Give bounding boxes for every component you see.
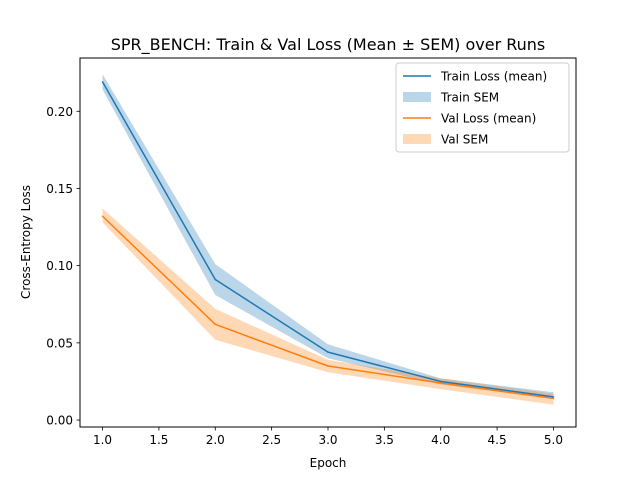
legend-label-3: Val SEM: [441, 133, 488, 147]
chart-title: SPR_BENCH: Train & Val Loss (Mean ± SEM)…: [111, 35, 546, 55]
legend-label-2: Val Loss (mean): [441, 112, 536, 126]
plot-frame: [79, 57, 577, 428]
y-tick-label-2: 0.10: [46, 259, 73, 273]
series-1-point-0: [101, 215, 104, 218]
x-axis-ticks: 1.0 1.5 2.0 2.5 3.0 3.5 4.0 4.5 5.0: [93, 427, 563, 447]
legend-swatch-3: [403, 134, 431, 144]
legend-swatch-1: [403, 92, 431, 102]
y-tick-label-1: 0.05: [46, 336, 73, 350]
mean-lines: [101, 81, 555, 400]
legend-label-1: Train SEM: [440, 91, 499, 105]
y-axis-ticks: 0.00 0.05 0.10 0.15 0.20: [46, 105, 80, 428]
x-tick-label-6: 4.0: [431, 433, 450, 447]
y-tick-label-3: 0.15: [46, 182, 73, 196]
x-tick-label-2: 2.0: [206, 433, 225, 447]
x-tick-label-3: 2.5: [262, 433, 281, 447]
x-tick-label-0: 1.0: [93, 433, 112, 447]
x-axis-label: Epoch: [310, 456, 347, 470]
x-tick-label-8: 5.0: [544, 433, 563, 447]
series-0-point-1: [214, 278, 217, 281]
legend-label-0: Train Loss (mean): [440, 70, 547, 84]
series-0-point-4: [552, 396, 555, 398]
series-0-point-0: [101, 81, 104, 83]
y-tick-label-4: 0.20: [46, 105, 73, 119]
y-axis-label: Cross-Entropy Loss: [19, 185, 33, 299]
series-1-point-1: [214, 323, 217, 326]
series-1-point-2: [327, 365, 329, 367]
series-1-point-4: [552, 397, 555, 400]
sem-band-0: [102, 74, 554, 399]
series-0-point-2: [327, 351, 329, 353]
y-tick-label-0: 0.00: [46, 414, 73, 428]
series-0-point-3: [439, 380, 442, 383]
legend-box: [395, 62, 570, 153]
x-tick-label-1: 1.5: [149, 433, 168, 447]
x-tick-label-4: 3.0: [318, 433, 337, 447]
legend: Train Loss (mean) Train SEM Val Loss (mean…: [395, 62, 570, 153]
x-tick-label-5: 3.5: [375, 433, 394, 447]
series-1-point-3: [439, 382, 442, 384]
x-tick-label-7: 4.5: [488, 433, 507, 447]
